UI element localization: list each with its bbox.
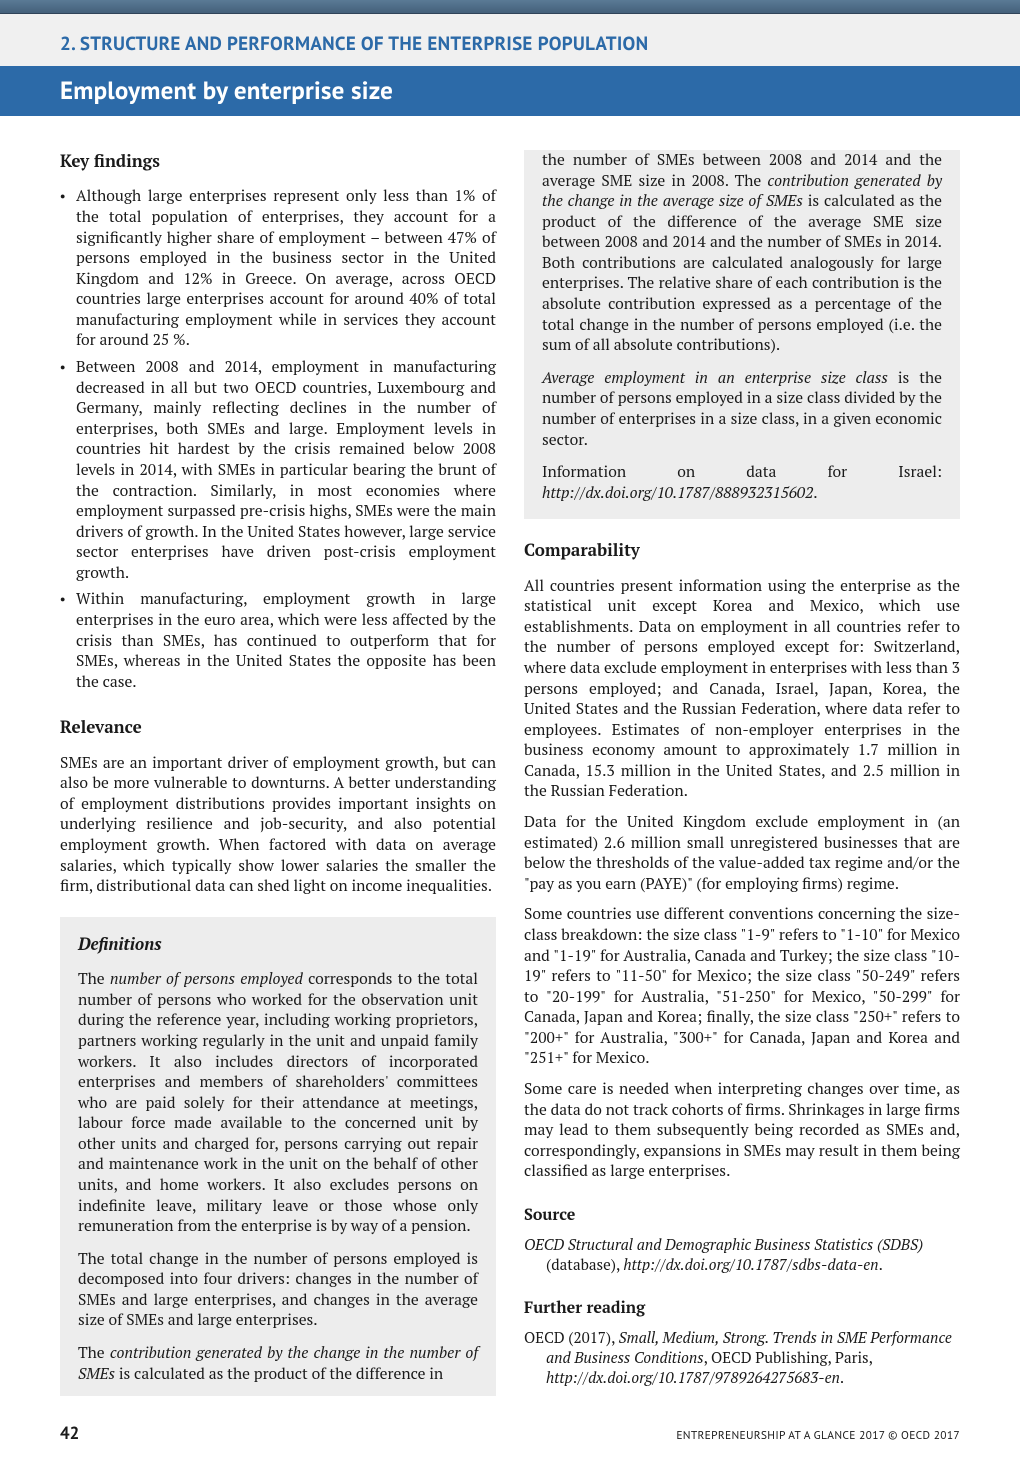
definitions-heading: Definitions: [78, 933, 478, 955]
reading-item: OECD (2017), Small, Medium, Strong. Tren…: [524, 1328, 960, 1388]
list-item: Although large enterprises represent onl…: [60, 186, 496, 351]
text-run: , OECD Publishing, Paris,: [704, 1348, 873, 1368]
comparability-p4: Some care is needed when interpreting ch…: [524, 1079, 960, 1182]
text-run: OECD (2017),: [524, 1328, 618, 1348]
definitions-p6: Information on data for Israel: http://d…: [542, 462, 942, 503]
comparability-p3: Some countries use different conventions…: [524, 904, 960, 1069]
definitions-p3: The contribution generated by the change…: [78, 1343, 478, 1384]
key-findings-heading: Key findings: [60, 150, 496, 172]
main-content: Key findings Although large enterprises …: [0, 116, 1020, 1416]
text-run: is calculated as the product of the diff…: [115, 1364, 443, 1384]
definitions-p1: The number of persons employed correspon…: [78, 969, 478, 1237]
text-run: The: [78, 969, 110, 989]
chapter-label: 2. STRUCTURE AND PERFORMANCE OF THE ENTE…: [60, 32, 960, 56]
further-reading-heading: Further reading: [524, 1297, 960, 1318]
comparability-heading: Comparability: [524, 539, 960, 561]
italic-term: number of persons employed: [110, 969, 303, 989]
top-border-bar: [0, 0, 1020, 14]
italic-term: Average employment in an enterprise size…: [542, 368, 888, 388]
definitions-p2: The total change in the number of person…: [78, 1249, 478, 1331]
text-run: corresponds to the total number of perso…: [78, 969, 478, 1236]
list-item: Within manufacturing, employment growth …: [60, 589, 496, 692]
relevance-body: SMEs are an important driver of employme…: [60, 753, 496, 897]
definitions-p5: Average employment in an enterprise size…: [542, 368, 942, 450]
source-item: OECD Structural and Demographic Business…: [524, 1235, 960, 1275]
italic-term: OECD Structural and Demographic Business…: [524, 1235, 923, 1255]
doi-link: http://dx.doi.org/10.1787/9789264275683-…: [546, 1368, 840, 1388]
page-title: Employment by enterprise size: [60, 74, 960, 106]
text-run: .: [813, 483, 817, 503]
footer-publication: ENTREPRENEURSHIP AT A GLANCE 2017 © OECD…: [676, 1428, 960, 1443]
text-run: .: [840, 1368, 844, 1388]
comparability-p2: Data for the United Kingdom exclude empl…: [524, 812, 960, 894]
list-item: Between 2008 and 2014, employment in man…: [60, 357, 496, 583]
text-run: (database),: [546, 1255, 623, 1275]
key-findings-list: Although large enterprises represent onl…: [60, 186, 496, 692]
doi-link: http://dx.doi.org/10.1787/888932315602: [542, 483, 813, 503]
source-heading: Source: [524, 1204, 960, 1225]
comparability-p1: All countries present information using …: [524, 576, 960, 802]
page-number: 42: [60, 1422, 79, 1444]
page-footer: 42 ENTREPRENEURSHIP AT A GLANCE 2017 © O…: [0, 1416, 1020, 1464]
definitions-box: Definitions The number of persons employ…: [60, 917, 496, 1396]
title-band: Employment by enterprise size: [0, 66, 1020, 116]
doi-link: http://dx.doi.org/10.1787/sdbs-data-en: [623, 1255, 878, 1275]
definitions-p4: the number of SMEs between 2008 and 2014…: [542, 150, 942, 356]
text-run: .: [879, 1255, 883, 1275]
text-run: Information on data for Israel:: [542, 462, 942, 482]
text-run: The: [78, 1343, 110, 1363]
text-run: is calculated as the product of the diff…: [542, 191, 942, 355]
page-header: 2. STRUCTURE AND PERFORMANCE OF THE ENTE…: [0, 14, 1020, 116]
relevance-heading: Relevance: [60, 716, 496, 738]
definitions-box-continued: the number of SMEs between 2008 and 2014…: [524, 150, 960, 519]
